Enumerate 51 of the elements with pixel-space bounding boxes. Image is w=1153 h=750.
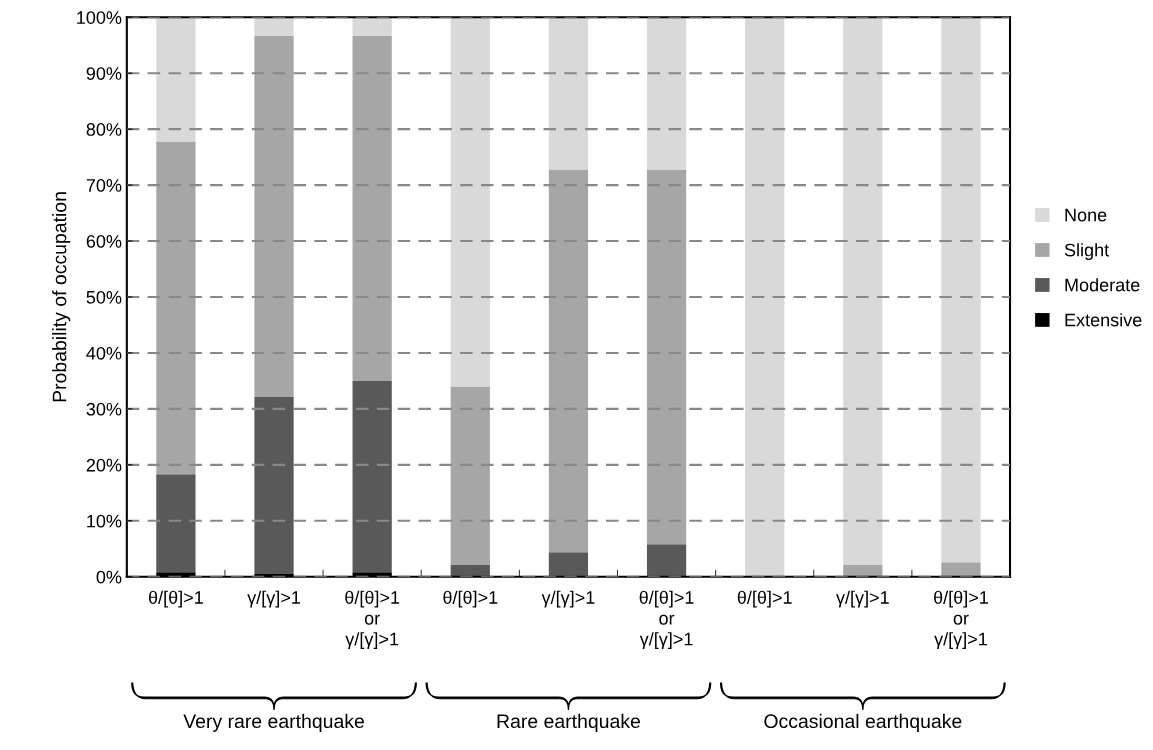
x-tick-label: θ/[θ]>1 or γ/[γ]>1 — [934, 590, 988, 649]
y-tick-label: 80% — [86, 123, 122, 136]
bar — [352, 35, 392, 381]
y-tick-label: 100% — [77, 11, 122, 24]
y-tick-label: 30% — [86, 402, 122, 416]
bar — [646, 544, 687, 577]
y-tick-label: 90% — [86, 67, 122, 80]
bar — [843, 564, 883, 577]
x-tick-label: θ/[θ]>1 or γ/[γ]>1 — [345, 590, 400, 649]
bar — [254, 35, 294, 397]
legend-label: Slight — [1064, 243, 1110, 260]
y-tick-label: 0% — [96, 570, 122, 584]
bar — [450, 17, 490, 387]
text: Rare earthquake — [497, 713, 640, 732]
y-tick-label: 20% — [86, 458, 122, 472]
bar — [156, 17, 196, 142]
bar — [646, 17, 687, 170]
x-tick-label: γ/[γ]>1 — [836, 590, 889, 608]
x-tick-label: γ/[γ]>1 — [247, 590, 300, 608]
legend-label: Moderate — [1065, 278, 1140, 292]
y-tick-label: 50% — [86, 290, 122, 304]
x-tick-label: γ/[γ]>1 — [541, 590, 595, 608]
bar — [450, 386, 490, 565]
y-tick-label: 10% — [87, 514, 122, 528]
x-tick-label: θ/[θ]>1 — [443, 590, 498, 608]
bar — [352, 380, 392, 573]
bar — [450, 564, 490, 577]
bar — [156, 141, 196, 475]
bar — [941, 17, 981, 563]
x-tick-label: θ/[θ]>1 — [737, 590, 792, 608]
bar — [843, 17, 883, 565]
bar — [254, 396, 294, 574]
text: Occasional earthquake — [764, 713, 962, 732]
bar — [352, 17, 392, 36]
bar — [941, 562, 981, 577]
y-tick-label: 70% — [86, 179, 122, 192]
x-tick-label: θ/[θ]>1 or γ/[γ]>1 — [639, 590, 694, 649]
bar — [745, 17, 785, 577]
y-axis-title: Probability of occupation — [52, 192, 71, 402]
x-tick-label: θ/[θ]>1 — [148, 590, 203, 608]
bar — [254, 17, 294, 36]
text: Very rare earthquake — [183, 713, 364, 732]
y-tick-label: 40% — [86, 346, 122, 360]
bar — [548, 552, 589, 577]
legend-label: Extensive — [1065, 313, 1142, 327]
legend-label: None — [1065, 208, 1107, 222]
bar — [548, 169, 589, 553]
bar — [548, 17, 589, 170]
y-tick-label: 60% — [86, 234, 122, 248]
bar — [156, 474, 196, 573]
bar — [646, 169, 687, 545]
